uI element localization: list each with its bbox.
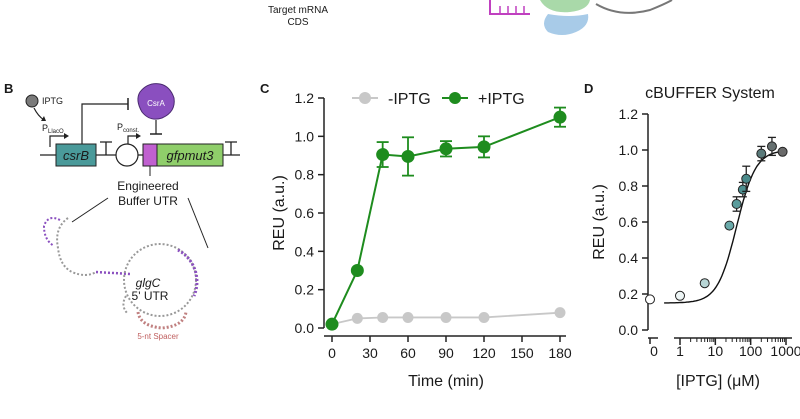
panel-b: B IPTG PLlacO CsrA Pconst. csrB [4,81,240,341]
gfpmut3-gene-label: gfpmut3 [167,148,215,163]
chart-d: D cBUFFER System 0.0 0.2 0.4 0.6 0.8 1.0 1.2 0 1… [584,81,800,390]
chart-d-data-point [699,278,710,289]
promoter-lac-arrow [49,135,66,147]
data-point--IPTG [440,311,452,323]
legend-marker [359,92,371,104]
rna-structure-illustration [42,217,199,330]
data-point--IPTG [377,311,389,323]
chart-d-x-label: [IPTG] (μM) [676,373,760,390]
chart-c-x-label: Time (min) [408,373,484,390]
csra-protein-icon: CsrA [137,83,175,120]
data-point-+IPTG [350,264,364,277]
chart-c-x-tick-label: 30 [362,345,378,361]
chart-d-y-tick-label: 0.2 [619,286,639,302]
data-point-+IPTG [325,317,339,331]
terminator-2-icon [225,141,237,155]
terminator-1-icon [100,141,112,155]
chart-d-data-point [741,173,752,184]
data-point-+IPTG [401,149,415,163]
engineered-label: Engineered [117,179,178,193]
chart-d-x-tick-label: 1000 [770,343,800,359]
buffer-utr-label: Buffer UTR [118,194,178,208]
chart-d-data-point [731,199,742,209]
data-point--IPTG [554,307,566,319]
chart-d-data-point [766,141,777,152]
panel-d-letter: D [584,81,593,96]
iptg-molecule-icon [25,94,39,108]
utr-5prime-label: 5' UTR [132,289,169,303]
chart-c-x-tick-label: 120 [472,345,496,361]
chart-c-y-tick-label: 0.0 [295,320,315,336]
data-point--IPTG [351,312,363,324]
csrb-gene-box [55,143,97,167]
csrb-inhibition-line [81,103,128,147]
chart-c-y-label: REU (a.u.) [271,175,288,251]
chart-c-y-tick-label: 0.2 [295,282,315,298]
chart-d-fit-curve [664,150,787,304]
data-point-+IPTG [477,140,491,154]
chart-d-y-label: REU (a.u.) [591,184,608,260]
chart-c-x-tick-label: 150 [510,345,534,361]
chart-d-y-tick-label: 1.2 [619,106,639,122]
data-point--IPTG [402,311,414,323]
panel-c-letter: C [260,81,270,96]
data-point-+IPTG [439,142,453,156]
promoter-const-label: Pconst. [117,122,139,134]
iptg-arrow [33,107,45,121]
chart-c-y-tick-label: 0.4 [295,243,315,259]
chart-c-y-tick-label: 1.2 [295,90,315,106]
promoter-const-arrow [127,135,138,147]
panel-b-letter: B [4,81,13,96]
chart-c: C 0.0 0.2 0.4 0.6 0.8 1.0 1.2 0 30 60 90 120 150 180 T… [260,81,572,390]
chart-d-y-tick-label: 1.0 [619,142,639,158]
csrb-gene-label: csrB [63,148,89,163]
chart-c-x-tick-label: 180 [548,345,572,361]
legend-label: -IPTG [388,91,431,108]
chart-d-y-tick-label: 0.6 [619,214,639,230]
chart-c-x-tick-label: 0 [328,345,336,361]
data-point-+IPTG [376,148,390,162]
chart-d-x-tick-label: 10 [708,343,724,359]
chart-d-y-tick-label: 0.0 [619,322,639,338]
chart-d-x-tick-label: 100 [739,343,763,359]
ribosome-illustration [489,0,673,35]
chart-d-data-point [756,148,767,159]
chart-c-y-tick-label: 1.0 [295,128,315,144]
iptg-label: IPTG [42,96,63,106]
target-mrna-label: Target mRNA [268,5,328,16]
insulator-icon [115,143,139,167]
top-fragment: Target mRNA CDS [268,0,673,35]
legend-label: +IPTG [478,91,525,108]
chart-d-x-tick-label: 1 [676,343,684,359]
gfpmut3-gene-box [156,143,224,167]
chart-c-x-tick-label: 90 [438,345,454,361]
chart-c-y-tick-label: 0.6 [295,205,315,221]
spacer-label: 5-nt Spacer [137,332,179,341]
data-point-+IPTG [553,110,567,124]
chart-c-y-tick-label: 0.8 [295,167,315,183]
chart-d-data-point [777,146,788,157]
chart-d-title: cBUFFER System [645,85,775,102]
chart-d-y-tick-label: 0.8 [619,178,639,194]
chart-d-y-tick-label: 0.4 [619,250,639,266]
utr-name-label: glgC [136,276,161,290]
chart-c-x-tick-label: 60 [400,345,416,361]
buffer-utr-box [142,143,158,167]
chart-d-data-point [724,220,735,231]
promoter-lac-label: PLlacO [42,123,64,135]
chart-d-x-tick-label: 0 [650,343,658,359]
chart-d-data-point [675,290,685,301]
legend-marker [449,92,461,104]
cds-label: CDS [287,17,308,28]
chart-d-data-point [645,294,655,305]
data-point--IPTG [478,311,490,323]
csra-label: CsrA [147,99,165,108]
